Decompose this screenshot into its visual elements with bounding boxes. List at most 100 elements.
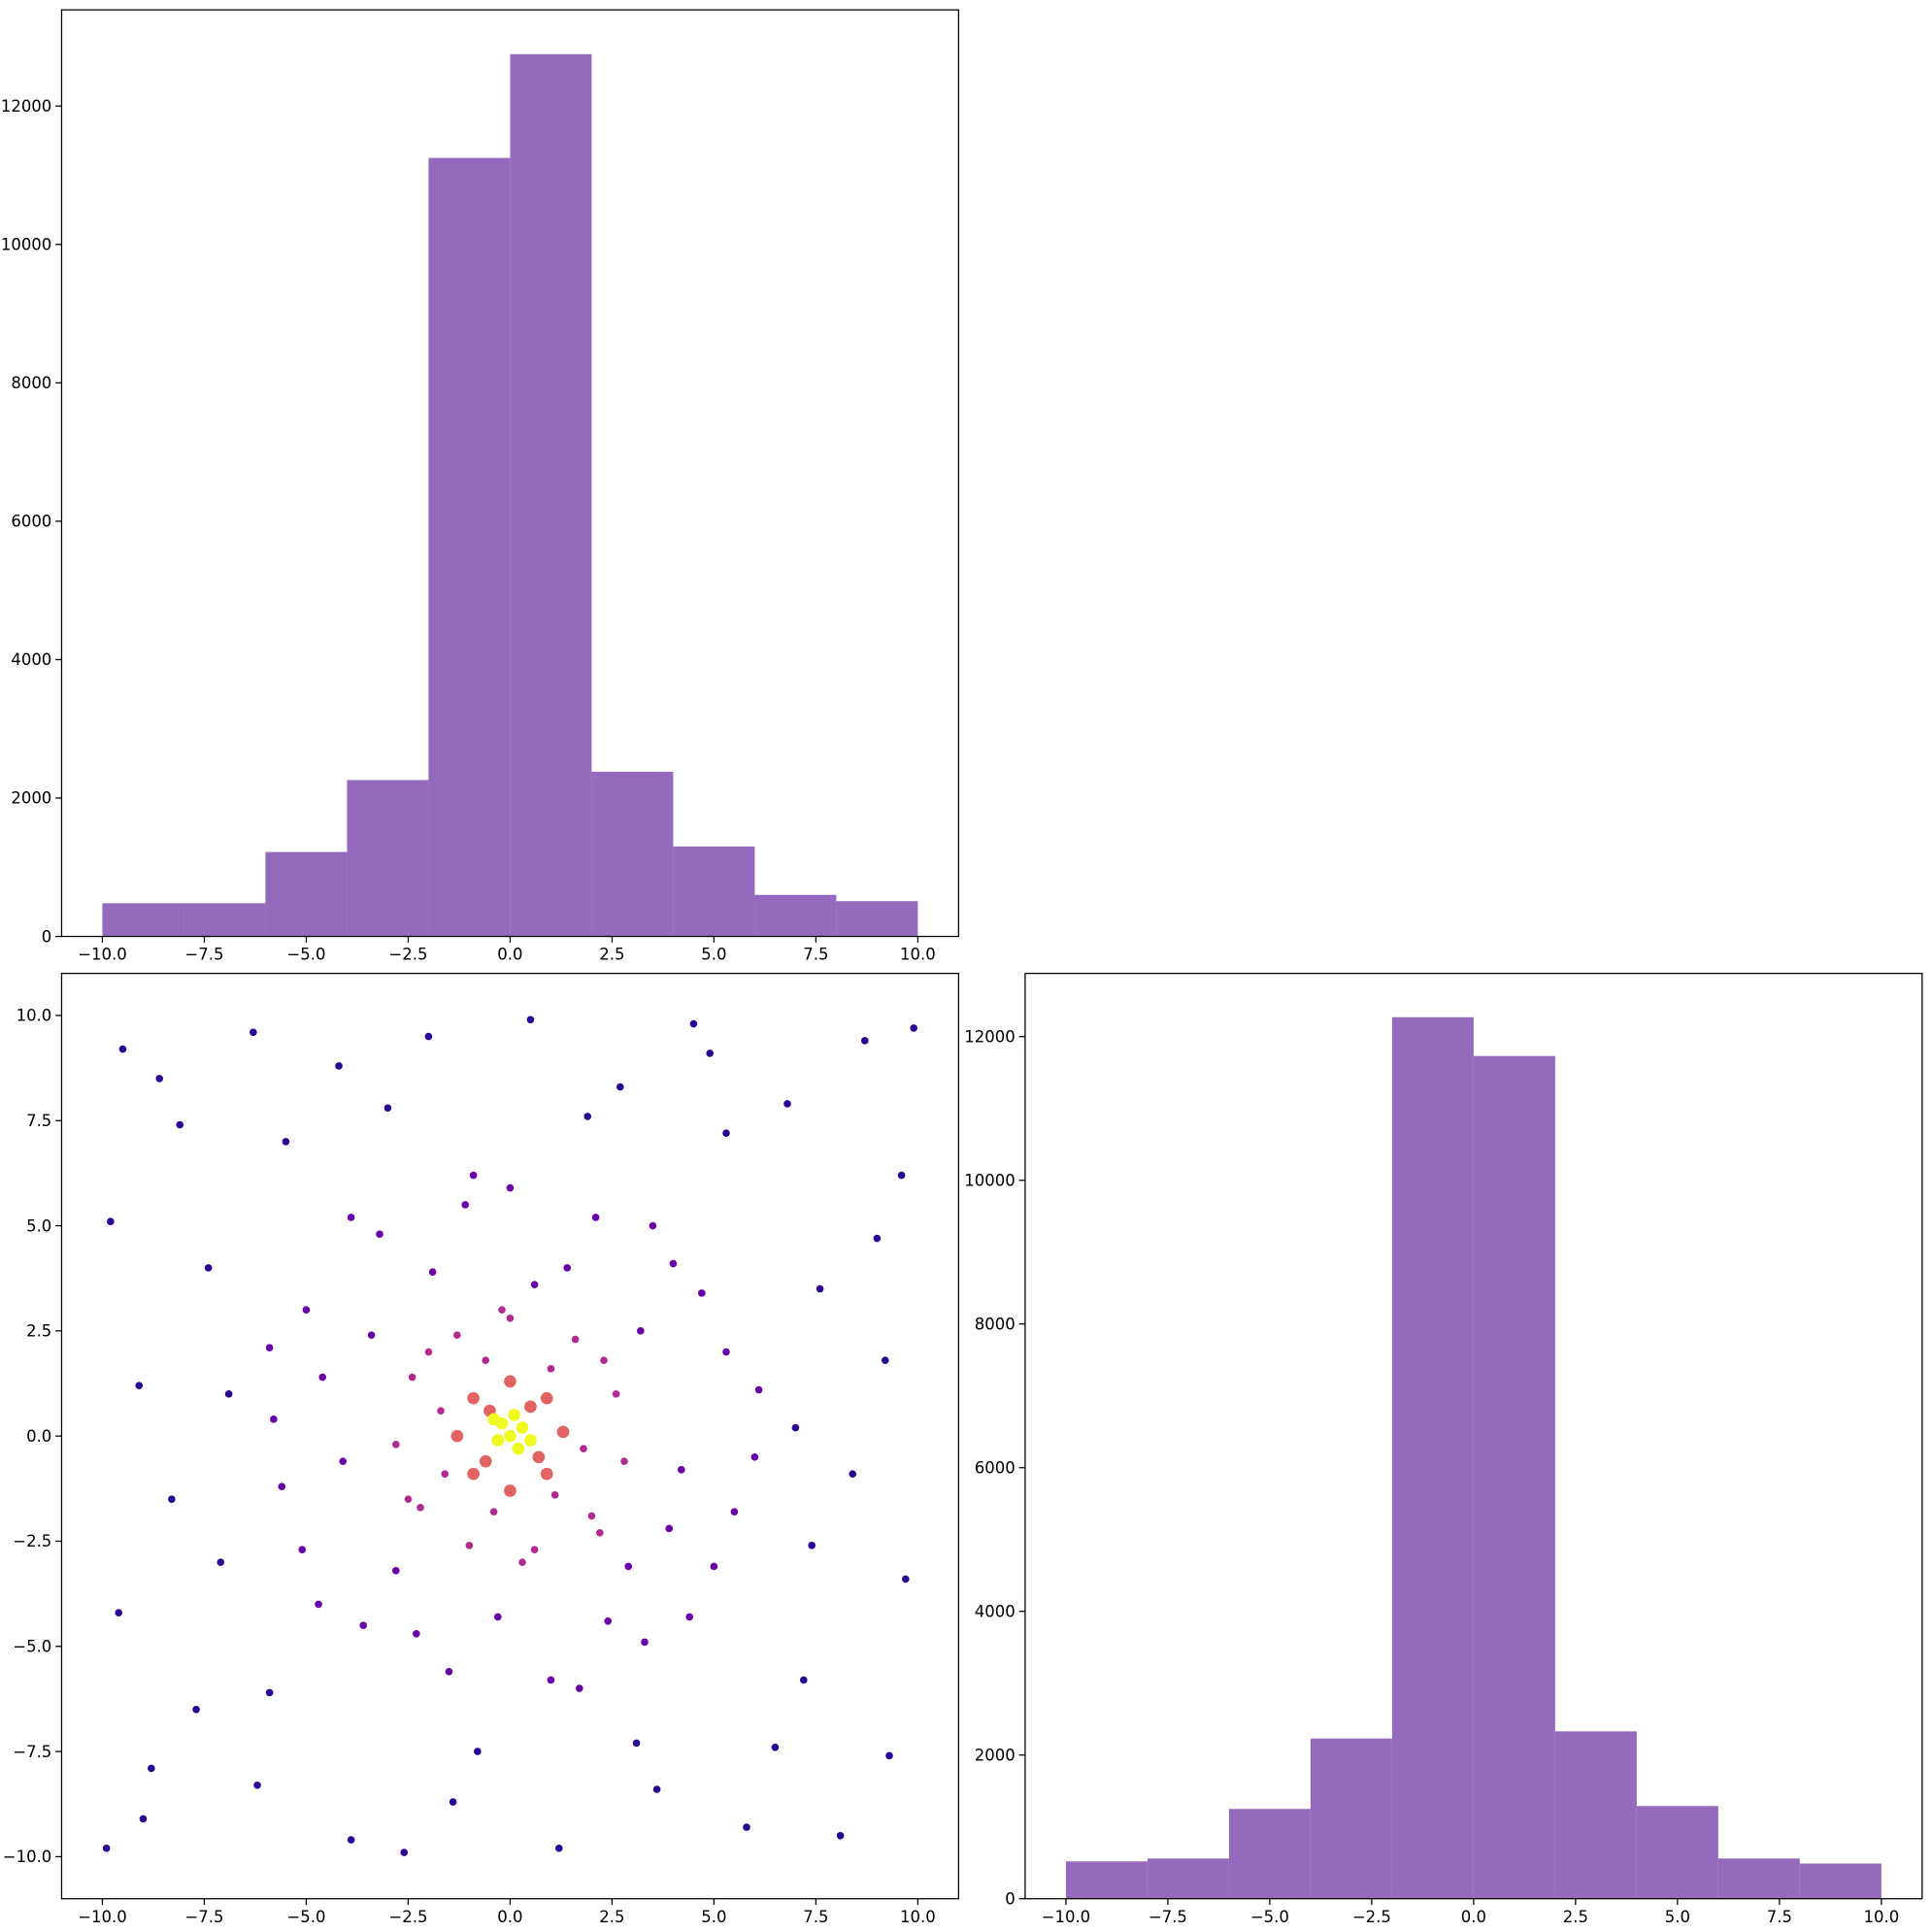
point (504, 1484, 516, 1497)
bar (754, 894, 837, 937)
point (115, 1609, 123, 1616)
point (540, 1467, 553, 1481)
point (192, 1705, 200, 1714)
point (697, 1289, 706, 1297)
point (591, 1214, 600, 1221)
y-tick-label: 6000 (975, 1458, 1016, 1477)
point (860, 1037, 869, 1045)
x-tick-label: −7.5 (184, 946, 223, 964)
bar (1228, 1809, 1311, 1899)
x-tick-label: −5.0 (1250, 1908, 1289, 1926)
point (612, 1390, 620, 1398)
point (107, 1217, 115, 1226)
point (836, 1831, 845, 1840)
point (224, 1390, 233, 1398)
point (467, 1467, 480, 1481)
point (547, 1365, 555, 1373)
bar (510, 53, 592, 937)
point (491, 1434, 505, 1447)
bar (673, 846, 755, 937)
x-tick-label: 2.5 (1563, 1908, 1588, 1926)
point (347, 1836, 355, 1844)
point (910, 1024, 917, 1032)
bar (1799, 1863, 1882, 1899)
y-tick-label: 10.0 (17, 1007, 52, 1025)
point (445, 1667, 453, 1676)
x-tick-label: 0.0 (497, 946, 522, 964)
bar (265, 851, 348, 937)
point (392, 1567, 400, 1575)
point (518, 1558, 526, 1566)
y-tick-label: −5.0 (13, 1638, 51, 1656)
bar (347, 780, 429, 937)
bar (102, 903, 184, 937)
x-tick-label: 5.0 (701, 1908, 726, 1926)
bar (591, 771, 674, 937)
x-tick-label: −5.0 (286, 1908, 325, 1926)
x-tick-label: −5.0 (286, 946, 325, 964)
point (270, 1416, 278, 1423)
bar (1717, 1858, 1800, 1899)
point (437, 1407, 445, 1415)
bar (1147, 1858, 1229, 1899)
point (576, 1684, 583, 1692)
point (524, 1400, 537, 1414)
point (265, 1688, 274, 1697)
point (204, 1264, 213, 1272)
y-tick-label: 2.5 (26, 1322, 51, 1341)
bar (1391, 1016, 1474, 1899)
point (665, 1524, 674, 1533)
point (465, 1542, 474, 1549)
point (504, 1429, 516, 1443)
point (298, 1546, 307, 1553)
y-tick-label: 4000 (11, 650, 51, 669)
bar (1310, 1738, 1392, 1899)
point (849, 1470, 857, 1478)
point (392, 1441, 400, 1449)
axes: −10.0 −7.5 −5.0 −2.5 0.0 2.5 5.0 7.5 10.0 0 2000 40… (1, 9, 960, 964)
point (730, 1508, 739, 1516)
point (118, 1045, 127, 1053)
x-tick-label: 2.5 (599, 1908, 624, 1926)
x-tick-label: −7.5 (1149, 1908, 1187, 1926)
y-tick-label: 12000 (964, 1027, 1015, 1046)
point (318, 1373, 327, 1382)
point (450, 1429, 464, 1443)
point (339, 1457, 348, 1465)
point (743, 1823, 750, 1831)
point (400, 1849, 409, 1856)
point (408, 1373, 416, 1382)
point (637, 1327, 645, 1335)
x-tick-label: −10.0 (78, 946, 127, 964)
point (816, 1284, 824, 1293)
point (547, 1676, 555, 1684)
point (474, 1748, 482, 1755)
point (479, 1454, 492, 1468)
y-tick-label: −10.0 (3, 1848, 52, 1866)
y-tick-label: −2.5 (13, 1532, 51, 1550)
point (620, 1457, 628, 1465)
point (383, 1104, 392, 1113)
y-tick-label: 8000 (975, 1315, 1016, 1333)
point (453, 1331, 461, 1340)
axes: −10.0 −7.5 −5.0 −2.5 0.0 2.5 5.0 7.5 10.0 −10.0 −7… (3, 972, 960, 1926)
point (604, 1616, 613, 1625)
point (771, 1743, 780, 1751)
point (467, 1391, 480, 1405)
point (461, 1201, 470, 1209)
y-tick-label: 2000 (975, 1746, 1016, 1764)
point (677, 1466, 685, 1474)
x-tick-label: 10.0 (900, 946, 936, 964)
point (532, 1450, 546, 1464)
x-tick-label: 10.0 (900, 1908, 936, 1926)
point (168, 1495, 176, 1503)
x-tick-label: 7.5 (803, 1908, 828, 1926)
point (685, 1613, 694, 1621)
point (489, 1508, 498, 1516)
point (750, 1453, 759, 1461)
bar (428, 157, 511, 937)
point (530, 1546, 539, 1553)
point (555, 1844, 563, 1852)
point (278, 1482, 286, 1490)
